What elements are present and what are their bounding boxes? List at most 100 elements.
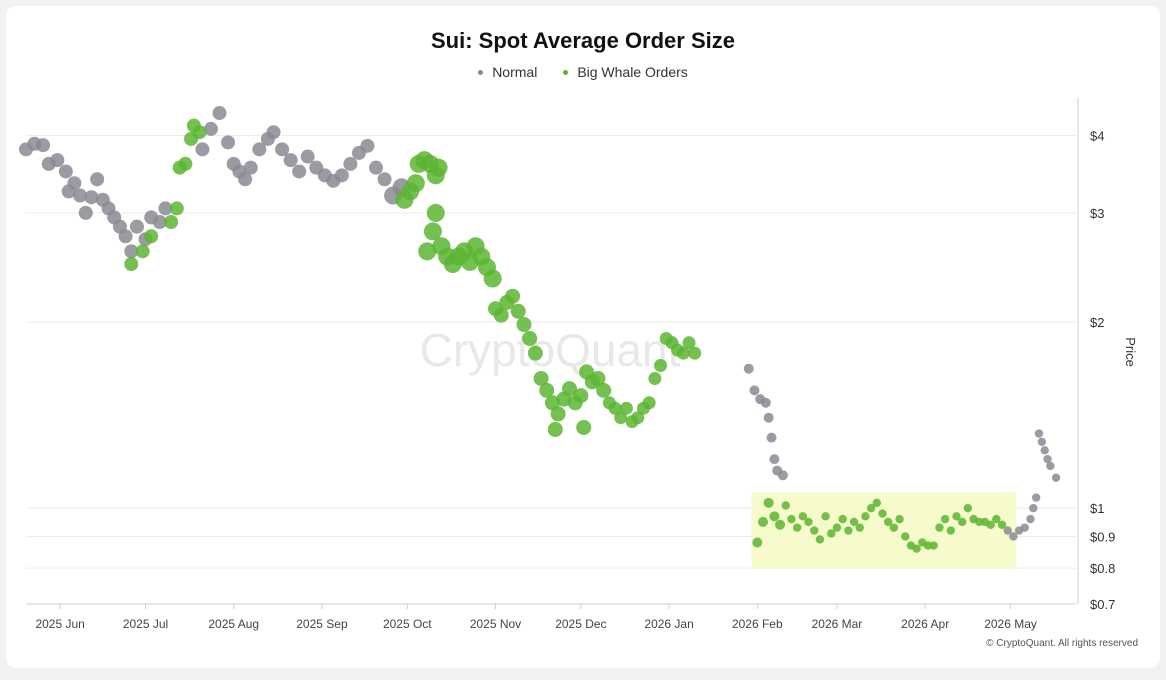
big-whale-point xyxy=(872,498,882,508)
big-whale-point xyxy=(418,242,437,261)
normal-point xyxy=(1037,437,1047,446)
legend-item-normal[interactable]: Normal xyxy=(478,64,537,80)
normal-point xyxy=(292,164,307,179)
big-whale-point xyxy=(493,307,509,323)
normal-point xyxy=(124,244,139,259)
normal-point xyxy=(1040,446,1049,455)
big-whale-point xyxy=(516,317,532,333)
normal-point xyxy=(283,153,298,168)
big-whale-point xyxy=(952,512,961,521)
big-whale-point xyxy=(957,517,967,527)
big-whale-point xyxy=(866,503,876,513)
normal-point xyxy=(252,142,267,157)
big-whale-point xyxy=(527,345,543,361)
big-whale-point xyxy=(821,512,830,521)
big-whale-point xyxy=(861,512,870,521)
big-whale-point xyxy=(505,288,521,304)
normal-point xyxy=(73,188,88,203)
big-whale-point xyxy=(940,514,950,524)
normal-point xyxy=(158,201,173,216)
normal-point xyxy=(203,121,218,136)
big-whale-point xyxy=(619,401,633,415)
big-whale-point xyxy=(827,529,836,538)
big-whale-point xyxy=(135,244,150,259)
big-whale-point xyxy=(883,517,893,527)
big-whale-point xyxy=(614,411,628,425)
normal-point xyxy=(90,172,105,187)
normal-point xyxy=(766,432,777,443)
normal-point xyxy=(1003,526,1012,535)
big-whale-point xyxy=(781,501,790,510)
highlight-box xyxy=(751,492,1017,569)
big-whale-point xyxy=(539,382,555,398)
y-tick-label-3: $1 xyxy=(1090,501,1104,516)
big-whale-point xyxy=(849,517,859,527)
big-whale-point xyxy=(510,303,526,319)
big-whale-point xyxy=(423,222,442,241)
big-whale-point xyxy=(631,411,645,425)
big-whale-point xyxy=(608,401,622,415)
normal-point xyxy=(300,149,315,164)
normal-point xyxy=(195,142,210,157)
normal-point xyxy=(58,164,73,179)
big-whale-point xyxy=(929,541,938,550)
y-tick-label-6: $0.7 xyxy=(1090,597,1115,612)
normal-point xyxy=(78,205,93,220)
big-whale-point xyxy=(178,156,193,171)
big-whale-point xyxy=(763,497,774,508)
big-whale-point xyxy=(804,517,813,527)
normal-point xyxy=(50,153,65,168)
normal-point xyxy=(1051,473,1061,482)
copyright-note: © CryptoQuant. All rights reserved xyxy=(986,638,1138,649)
big-whale-point xyxy=(682,336,696,350)
watermark-text: CryptoQuant xyxy=(420,324,681,376)
x-tick-label-10: 2026 Apr xyxy=(901,617,949,631)
x-tick-label-0: 2025 Jun xyxy=(35,617,84,631)
normal-point xyxy=(212,106,227,121)
legend-big-whale-dot-icon xyxy=(563,69,569,75)
normal-point xyxy=(760,397,771,408)
big-whale-point xyxy=(561,381,577,397)
normal-point xyxy=(152,214,167,229)
big-whale-point xyxy=(688,346,702,360)
normal-point xyxy=(763,412,774,423)
big-whale-point xyxy=(169,201,184,216)
big-whale-point xyxy=(590,370,606,386)
big-whale-point xyxy=(124,257,139,272)
big-whale-point xyxy=(648,371,662,385)
legend-item-big-whale[interactable]: Big Whale Orders xyxy=(563,64,688,80)
normal-point xyxy=(743,363,754,374)
big-whale-point xyxy=(838,514,847,524)
x-tick-label-9: 2026 Mar xyxy=(812,617,863,631)
big-whale-point xyxy=(654,359,668,373)
chart-title: Sui: Spot Average Order Size xyxy=(430,28,735,53)
x-tick-label-1: 2025 Jul xyxy=(123,617,168,631)
y-tick-label-1: $3 xyxy=(1090,206,1104,221)
big-whale-point xyxy=(963,503,973,513)
normal-point xyxy=(1034,429,1044,438)
normal-point xyxy=(1026,514,1035,524)
big-whale-point xyxy=(757,516,768,527)
big-whale-point xyxy=(792,523,802,532)
big-whale-point xyxy=(483,269,502,288)
big-whale-point xyxy=(815,535,825,544)
x-tick-label-2: 2025 Aug xyxy=(208,617,259,631)
big-whale-point xyxy=(544,395,560,411)
normal-point xyxy=(343,156,358,171)
x-tick-label-6: 2025 Dec xyxy=(555,617,606,631)
big-whale-point xyxy=(901,532,910,541)
x-tick-label-11: 2026 May xyxy=(984,617,1037,631)
big-whale-point xyxy=(573,388,589,404)
normal-point xyxy=(266,125,281,140)
normal-point xyxy=(369,160,383,175)
x-tick-label-5: 2025 Nov xyxy=(470,617,521,631)
normal-point xyxy=(334,168,349,183)
normal-point xyxy=(1009,532,1018,541)
chart-legend: Normal Big Whale Orders xyxy=(0,64,1166,80)
big-whale-point xyxy=(164,214,179,229)
big-whale-point xyxy=(895,514,904,524)
normal-point xyxy=(769,454,780,465)
normal-point xyxy=(84,190,99,205)
legend-normal-dot-icon xyxy=(478,69,484,75)
